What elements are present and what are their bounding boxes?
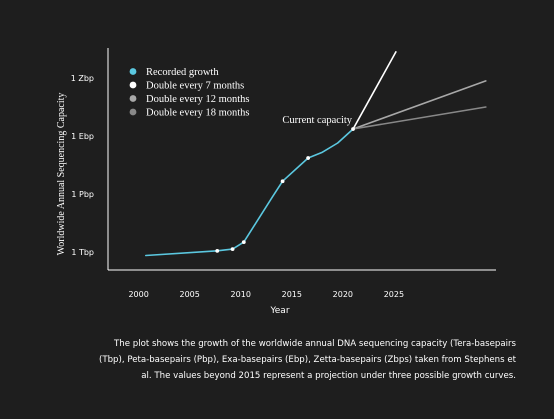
series-line <box>352 106 487 130</box>
annotations: Current capacity <box>282 115 352 126</box>
data-point-marker <box>280 179 285 184</box>
x-tick-label: 2005 <box>180 290 200 299</box>
x-tick-label: 2010 <box>231 290 251 299</box>
sequencing-capacity-chart: 2000 2005 2010 2015 2020 2025 1 Tbp 1 Pbp 1 Ebp 1… <box>56 48 496 316</box>
y-tick-label: 1 Ebp <box>71 132 94 141</box>
data-point-marker <box>215 248 220 253</box>
legend-label: Double every 12 months <box>146 94 250 105</box>
legend-swatch <box>129 108 137 116</box>
legend-label: Double every 7 months <box>146 81 244 92</box>
data-point-marker <box>230 247 235 252</box>
y-tick-label: 1 Tbp <box>71 248 94 257</box>
figure-caption: The plot shows the growth of the worldwi… <box>99 339 516 381</box>
series-line <box>352 80 487 130</box>
series-line <box>145 128 354 257</box>
y-tick-label: 1 Zbp <box>71 74 94 83</box>
x-tick-label: 2015 <box>282 290 302 299</box>
legend-swatch <box>129 81 137 89</box>
legend: Recorded growth Double every 7 months Doub… <box>129 67 250 119</box>
axes: 2000 2005 2010 2015 2020 2025 1 Tbp 1 Pbp 1 Ebp 1… <box>56 48 496 316</box>
y-tick-label: 1 Pbp <box>71 190 94 199</box>
x-tick-label: 2020 <box>333 290 353 299</box>
x-tick-label: 2000 <box>128 290 148 299</box>
y-axis-title: Worldwide Annual Sequencing Capacity <box>56 93 67 256</box>
annotation-label: Current capacity <box>282 115 352 126</box>
legend-label: Double every 18 months <box>146 108 250 119</box>
x-tick-label: 2025 <box>384 290 404 299</box>
legend-swatch <box>129 68 137 75</box>
markers-layer <box>215 127 355 253</box>
series-line <box>352 51 397 130</box>
data-point-marker <box>306 156 311 160</box>
legend-label: Recorded growth <box>146 67 219 78</box>
data-point-marker <box>241 240 246 245</box>
series-layer <box>145 51 487 257</box>
data-point-marker <box>351 127 355 131</box>
x-axis-title: Year <box>269 306 289 316</box>
legend-swatch <box>129 95 137 102</box>
